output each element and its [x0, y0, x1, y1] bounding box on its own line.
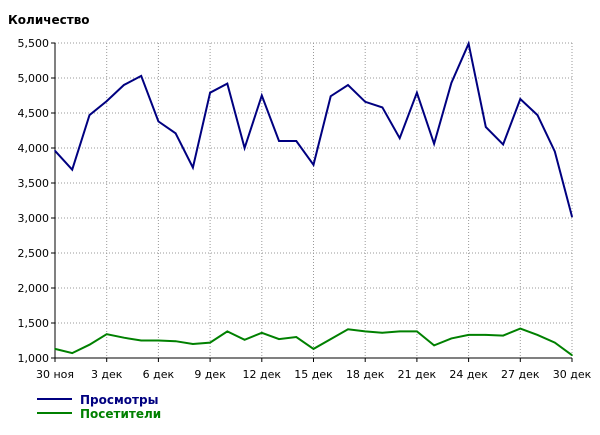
data-point	[243, 147, 246, 149]
x-tick-label: 27 дек	[501, 368, 540, 381]
y-tick-label: 5,500	[18, 37, 50, 50]
legend-item-visitors: Посетители	[37, 407, 161, 421]
data-point	[467, 42, 470, 45]
data-point	[571, 215, 573, 218]
data-point	[243, 339, 246, 341]
legend-label-views: Просмотры	[80, 393, 158, 407]
data-point	[88, 114, 91, 116]
data-point	[140, 75, 142, 77]
x-tick-label: 3 дек	[91, 368, 123, 381]
data-point	[398, 330, 401, 333]
data-point	[226, 82, 229, 85]
y-tick-label: 3,000	[18, 212, 50, 225]
data-point	[88, 343, 91, 346]
data-point	[105, 100, 108, 102]
data-point	[278, 338, 280, 340]
x-tick-label: 9 дек	[194, 368, 226, 381]
data-point	[502, 334, 504, 337]
data-point	[416, 91, 418, 94]
data-point	[140, 339, 142, 342]
data-point	[54, 348, 56, 350]
data-point	[450, 82, 453, 84]
data-point	[192, 343, 194, 345]
y-tick-label: 2,500	[18, 247, 50, 260]
data-point	[312, 164, 315, 166]
x-tick-label: 30 ноя	[36, 368, 74, 381]
data-point	[381, 106, 384, 109]
data-point	[54, 150, 56, 152]
y-tick-label: 5,000	[18, 72, 50, 85]
data-point	[71, 352, 74, 354]
data-point	[519, 98, 522, 100]
series-line-visitors	[54, 327, 573, 357]
data-point	[157, 339, 160, 342]
grid	[55, 42, 573, 358]
y-axis-title: Количество	[8, 13, 90, 27]
data-point	[226, 330, 229, 333]
data-point	[485, 334, 487, 336]
data-point	[553, 150, 556, 153]
data-point	[329, 338, 332, 340]
x-tick-label: 30 дек	[553, 368, 592, 381]
legend-label-visitors: Посетители	[80, 407, 161, 421]
y-tick-label: 1,000	[18, 352, 50, 365]
x-tick-label: 6 дек	[143, 368, 175, 381]
data-point	[261, 332, 263, 334]
legend-item-views: Просмотры	[37, 393, 158, 407]
data-point	[312, 348, 315, 350]
data-point	[192, 166, 194, 169]
data-point	[347, 328, 349, 331]
axes: 1,000 1,500 2,000 2,500 3,000 3,500 4,000 4,500…	[18, 37, 592, 381]
data-point	[105, 333, 108, 336]
data-point	[433, 143, 435, 145]
data-point	[209, 91, 211, 94]
data-point	[209, 341, 211, 344]
data-point	[536, 334, 539, 336]
data-point	[123, 84, 125, 86]
data-point	[467, 334, 470, 336]
data-point	[571, 354, 573, 357]
x-tick-label: 15 дек	[294, 368, 333, 381]
data-point	[174, 340, 177, 343]
y-tick-label: 3,500	[18, 177, 50, 190]
x-tick-label: 21 дек	[398, 368, 437, 381]
y-tick-label: 2,000	[18, 282, 50, 295]
y-tick-label: 4,000	[18, 142, 50, 155]
data-point	[157, 120, 160, 123]
data-point	[450, 337, 453, 340]
data-point	[329, 95, 332, 97]
data-point	[398, 137, 401, 139]
data-point	[519, 327, 522, 330]
data-point	[347, 84, 349, 86]
data-point	[364, 330, 367, 333]
y-tick-label: 4,500	[18, 107, 50, 120]
data-point	[381, 332, 384, 334]
data-point	[278, 140, 280, 142]
data-point	[416, 330, 418, 333]
data-point	[485, 126, 487, 128]
x-tick-label: 18 дек	[346, 368, 385, 381]
series-lines	[54, 40, 573, 357]
data-point	[433, 344, 435, 347]
data-point	[261, 94, 263, 97]
legend: Просмотры Посетители	[37, 393, 161, 421]
data-point	[502, 143, 504, 146]
data-point	[364, 101, 367, 103]
data-point	[174, 132, 177, 135]
data-point	[71, 168, 74, 171]
data-point	[295, 140, 298, 142]
data-point	[553, 341, 556, 344]
x-tick-label: 12 дек	[243, 368, 282, 381]
x-tick-label: 24 дек	[449, 368, 488, 381]
data-point	[295, 336, 298, 338]
data-point	[536, 114, 539, 116]
y-tick-label: 1,500	[18, 317, 50, 330]
data-point	[123, 336, 125, 339]
